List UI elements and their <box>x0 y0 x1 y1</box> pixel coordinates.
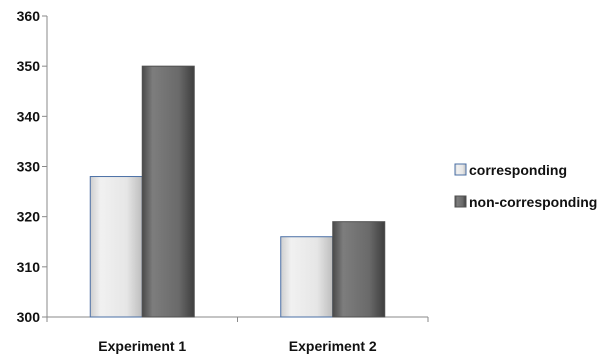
legend-label-non-corresponding: non-corresponding <box>469 194 597 210</box>
x-tick-label: Experiment 1 <box>98 338 186 354</box>
y-tick-label: 340 <box>17 108 41 124</box>
legend-label-corresponding: corresponding <box>469 162 567 178</box>
y-tick-label: 330 <box>17 159 41 175</box>
x-tick-label: Experiment 2 <box>289 338 377 354</box>
legend-swatch-corresponding <box>454 163 467 176</box>
y-tick-label: 350 <box>17 58 41 74</box>
bar-non-corresponding-1 <box>332 221 386 318</box>
legend-swatch-non-corresponding <box>454 195 467 208</box>
y-tick-label: 360 <box>17 8 41 24</box>
y-tick-label: 300 <box>17 309 41 325</box>
bar-corresponding-0 <box>89 176 143 318</box>
bar-corresponding-1 <box>280 236 334 318</box>
bar-non-corresponding-0 <box>141 65 195 318</box>
y-tick-label: 320 <box>17 209 41 225</box>
y-tick-label: 310 <box>17 259 41 275</box>
